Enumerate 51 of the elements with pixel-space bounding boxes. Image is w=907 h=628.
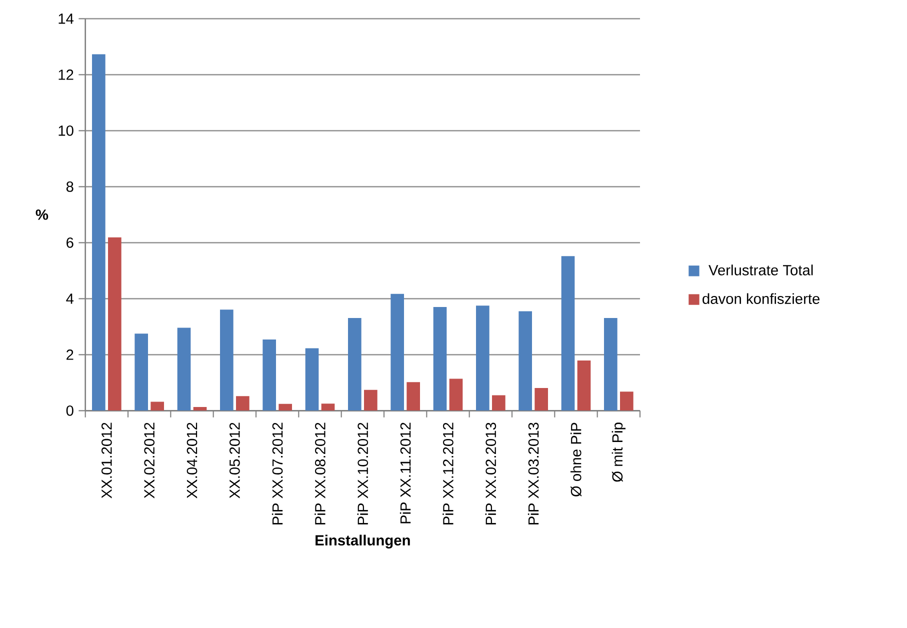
bar xyxy=(92,54,106,411)
bar xyxy=(406,382,420,411)
bar xyxy=(236,396,250,411)
bar xyxy=(305,348,319,411)
y-tick-label: 0 xyxy=(66,405,74,416)
bar xyxy=(278,404,292,411)
y-tick-label: 14 xyxy=(58,14,74,24)
bar xyxy=(321,404,335,411)
bar xyxy=(193,407,207,411)
x-tick-label: PiP XX.03.2013 xyxy=(528,422,539,524)
bar xyxy=(220,310,234,411)
x-tick-label: XX.04.2012 xyxy=(186,422,198,498)
x-tick-label: PiP XX.08.2012 xyxy=(314,422,326,524)
x-tick-label: PiP XX.11.2012 xyxy=(400,422,411,524)
y-tick-label: 2 xyxy=(66,350,74,360)
x-tick-label: XX.05.2012 xyxy=(229,422,240,498)
bar xyxy=(492,395,506,411)
bar xyxy=(390,294,404,411)
bar xyxy=(177,328,191,411)
x-tick-label: XX.01.2012 xyxy=(101,422,112,498)
bar xyxy=(150,402,164,411)
x-tick-label: PiP XX.02.2013 xyxy=(485,422,496,524)
x-tick-label: XX.02.2012 xyxy=(144,422,155,498)
x-tick-label: Ø mit Pip xyxy=(612,422,626,482)
bar xyxy=(476,306,490,411)
x-tick-label: PiP XX.10.2012 xyxy=(357,422,368,524)
bar xyxy=(348,318,362,411)
bar xyxy=(262,340,276,411)
x-tick-label: PiP XX.07.2012 xyxy=(272,422,283,524)
y-tick-label: 6 xyxy=(66,237,74,248)
y-axis-title: % xyxy=(36,210,48,220)
y-tick-label: 12 xyxy=(58,70,74,80)
bar xyxy=(449,378,463,411)
bar xyxy=(604,318,618,411)
bar xyxy=(534,388,548,411)
bar xyxy=(518,311,532,411)
x-axis-title: Einstallungen xyxy=(316,534,410,548)
legend-label: davon konfiszierte xyxy=(702,293,820,304)
bar xyxy=(561,256,575,411)
x-tick-label: PiP XX.12.2012 xyxy=(442,422,454,524)
y-tick-label: 10 xyxy=(58,125,74,136)
legend-label: Verlustrate Total xyxy=(708,264,813,276)
bar xyxy=(620,392,634,411)
bar xyxy=(108,237,122,411)
bar xyxy=(364,390,378,411)
x-tick-label: Ø ohne PiP xyxy=(570,422,582,497)
bar xyxy=(134,334,148,411)
y-tick-label: 8 xyxy=(66,181,74,192)
bar xyxy=(433,307,447,411)
bar xyxy=(577,360,591,411)
y-tick-label: 4 xyxy=(66,294,74,304)
